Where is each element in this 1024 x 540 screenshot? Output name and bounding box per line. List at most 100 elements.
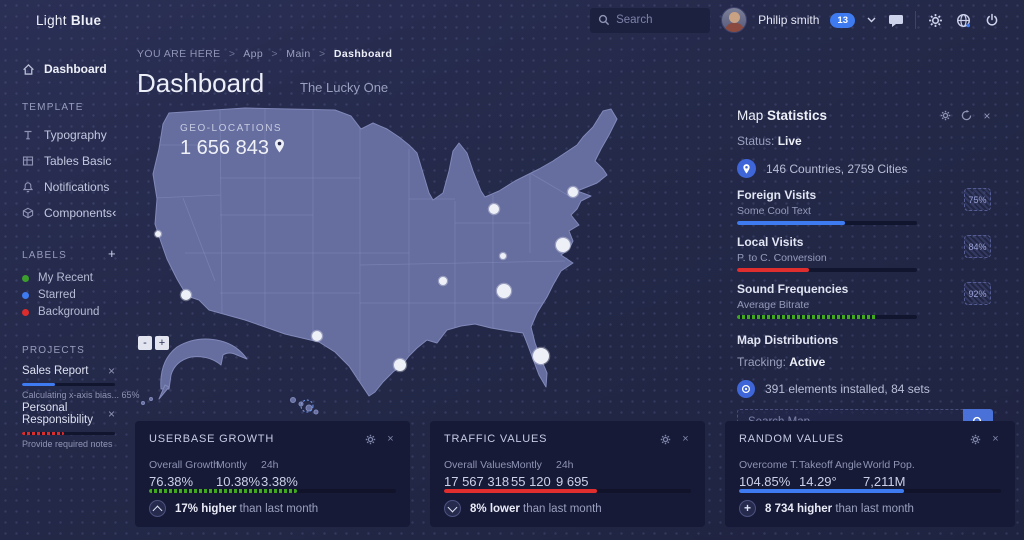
geo-locations-overlay: GEO-LOCATIONS 1 656 843 (180, 123, 286, 160)
widget-progress-bar (149, 489, 396, 493)
usa-map-svg[interactable] (125, 103, 737, 418)
project-title: Sales Report (22, 365, 89, 377)
sidebar-item-notifications[interactable]: Notifications (22, 180, 109, 194)
widget-progress-bar (444, 489, 691, 493)
breadcrumb: YOU ARE HERE > App > Main > Dashboard (137, 48, 393, 60)
sidebar-item-label: Notifications (44, 180, 110, 194)
gear-icon[interactable] (927, 12, 944, 29)
add-label-icon[interactable]: + (108, 246, 116, 261)
progress-bar (737, 268, 917, 272)
sidebar-item-label: Typography (44, 128, 107, 142)
alaska-peninsula (158, 384, 170, 400)
top-navbar: Light Blue Philip smith 13 (0, 0, 1024, 40)
breadcrumb-prefix: YOU ARE HERE (137, 48, 221, 60)
gear-icon[interactable] (970, 434, 981, 445)
zoom-out-button[interactable]: - (138, 336, 152, 350)
aleutian-island (149, 397, 153, 401)
city-marker[interactable] (554, 236, 572, 254)
city-marker[interactable] (437, 275, 449, 287)
state-borders (154, 109, 572, 381)
city-marker[interactable] (495, 282, 513, 300)
alaska (160, 338, 248, 390)
percent-badge[interactable]: 75% (964, 188, 991, 211)
stat-value: 14.29° (799, 474, 837, 489)
user-avatar[interactable] (721, 7, 748, 33)
city-marker[interactable] (498, 251, 508, 261)
map-zoom-controls: - + (138, 336, 169, 350)
notification-count-badge[interactable]: 13 (830, 12, 855, 28)
power-icon[interactable] (983, 12, 1000, 29)
hawaii (290, 397, 319, 415)
label-item-background[interactable]: Background (22, 306, 99, 318)
close-icon[interactable]: × (107, 364, 115, 378)
widget-random-values: RANDOM VALUES × Overcome T. 104.85% Takeo… (725, 421, 1015, 527)
sidebar-item-typography[interactable]: Typography (22, 128, 107, 142)
close-icon[interactable]: × (992, 433, 999, 445)
gear-icon[interactable] (365, 434, 376, 445)
page-title: Dashboard (137, 68, 265, 98)
gear-icon[interactable] (660, 434, 671, 445)
percent-badge[interactable]: 84% (964, 235, 991, 258)
city-marker[interactable] (153, 229, 163, 239)
search-input[interactable] (616, 14, 703, 26)
stat-value: 104.85% (739, 474, 791, 489)
contiguous-us (152, 107, 618, 397)
stat-label: Takeoff Angle (799, 459, 862, 471)
city-marker[interactable] (531, 346, 551, 366)
breadcrumb-app[interactable]: App (243, 48, 264, 60)
label-dot-blue (22, 291, 29, 299)
widget-footer: 8% lower than last month (444, 500, 602, 517)
chevron-left-icon[interactable]: ‹ (112, 205, 117, 220)
city-marker[interactable] (392, 357, 408, 373)
percent-badge[interactable]: 92% (964, 282, 991, 305)
close-icon[interactable]: × (107, 407, 115, 421)
sidebar-item-dashboard[interactable]: Dashboard (22, 62, 107, 76)
project-title: Personal Responsibility (22, 402, 93, 426)
map-statistics-panel: Map Statistics × Status: Live 146 Countr… (737, 108, 993, 435)
breadcrumb-main[interactable]: Main (286, 48, 311, 60)
location-summary-text: 146 Countries, 2759 Cities (766, 161, 908, 176)
stat-label: 24h (556, 459, 574, 471)
close-icon[interactable]: × (983, 108, 991, 123)
app-logo[interactable]: Light Blue (36, 13, 101, 28)
progress-bar (737, 315, 917, 319)
section-projects: PROJECTS (22, 345, 85, 356)
project-personal-responsibility: Personal Responsibility × Provide require… (22, 402, 115, 449)
city-marker[interactable] (310, 329, 324, 343)
location-pin-icon (273, 137, 286, 160)
messages-icon[interactable] (887, 12, 904, 29)
geo-locations-label: GEO-LOCATIONS (180, 123, 283, 134)
geo-locations-count: 1 656 843 (180, 137, 286, 160)
city-marker[interactable] (566, 185, 580, 199)
widget-title: USERBASE GROWTH (149, 433, 275, 445)
stat-value: 10.38% (216, 474, 261, 489)
project-progress-bar (22, 383, 115, 386)
page-subtitle: The Lucky One (300, 80, 389, 95)
location-pin-icon (737, 159, 756, 178)
city-marker[interactable] (487, 202, 501, 216)
elements-summary-text: 391 elements installed, 84 sets (765, 382, 930, 396)
project-sales-report: Sales Report × Calculating x-axis bias...… (22, 364, 140, 400)
refresh-icon[interactable] (960, 110, 972, 122)
sidebar-item-components[interactable]: Components (22, 206, 112, 220)
stat-label: World Pop. (863, 459, 915, 471)
label-item-my-recent[interactable]: My Recent (22, 272, 93, 284)
widget-footer: 8 734 higher than last month (739, 500, 914, 517)
close-icon[interactable]: × (387, 433, 394, 445)
label-item-starred[interactable]: Starred (22, 289, 76, 301)
sidebar-item-tables-basic[interactable]: Tables Basic (22, 154, 111, 168)
globe-icon[interactable] (955, 12, 972, 29)
close-icon[interactable]: × (682, 433, 689, 445)
sidebar-item-label: Components (44, 206, 113, 220)
user-name[interactable]: Philip smith (758, 13, 820, 27)
zoom-in-button[interactable]: + (155, 336, 169, 350)
gear-icon[interactable] (939, 110, 951, 122)
logo-bold-part: Blue (70, 12, 102, 28)
label-text: My Recent (38, 272, 93, 284)
typography-icon (22, 129, 35, 142)
metric-foreign-visits: Foreign Visits Some Cool Text 75% (737, 188, 993, 225)
chevron-down-icon[interactable] (866, 12, 876, 29)
city-marker[interactable] (179, 288, 193, 302)
navbar-divider (915, 11, 916, 29)
stat-label: Overall Values (444, 459, 512, 471)
